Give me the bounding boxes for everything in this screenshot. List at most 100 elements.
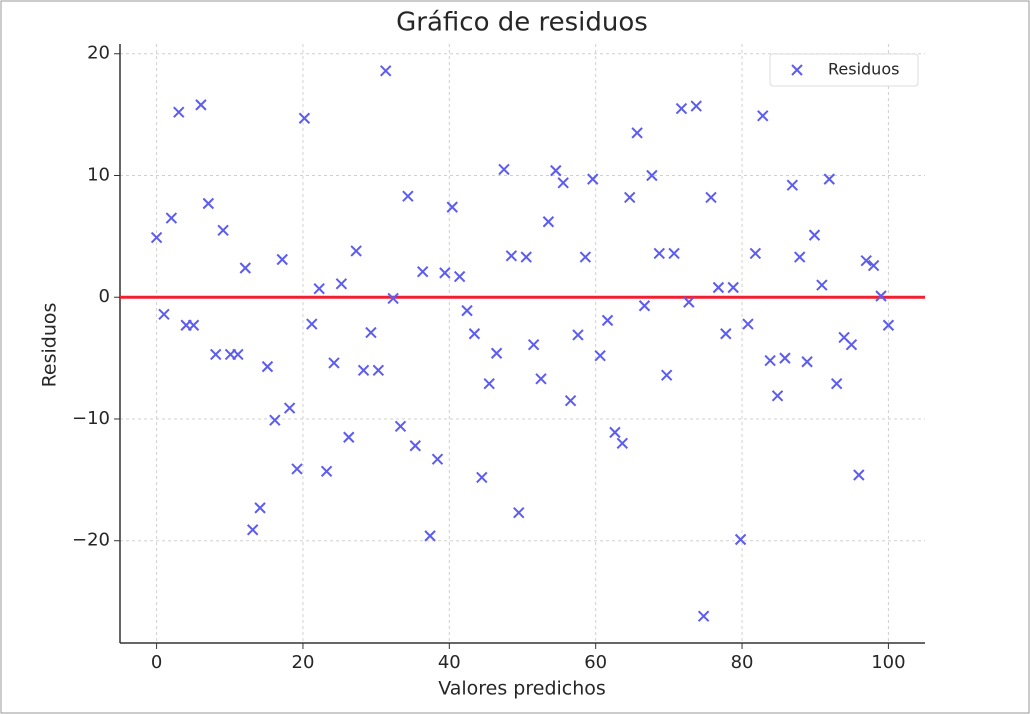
- point: [808, 229, 821, 241]
- x-tick-label: 60: [584, 652, 607, 673]
- legend-box: [769, 53, 919, 87]
- point: [734, 533, 747, 546]
- point: [187, 319, 200, 331]
- x-tick-label: 0: [151, 652, 162, 673]
- point: [498, 163, 510, 176]
- point: [845, 339, 858, 351]
- point: [239, 262, 251, 274]
- x-tick-label: 80: [731, 652, 754, 673]
- point: [764, 354, 776, 367]
- point: [705, 191, 717, 204]
- x-tick-label: 100: [871, 652, 905, 673]
- point: [409, 440, 421, 452]
- point: [483, 377, 495, 390]
- point: [794, 251, 806, 263]
- point: [468, 328, 481, 340]
- legend-label: Residuos: [828, 60, 899, 79]
- point: [660, 369, 673, 381]
- point: [557, 177, 569, 189]
- point: [261, 360, 274, 373]
- point: [254, 502, 266, 514]
- point: [550, 164, 562, 177]
- point: [624, 191, 636, 204]
- point: [631, 127, 643, 139]
- point: [505, 250, 518, 262]
- x-tick-label: 40: [438, 652, 461, 673]
- point: [291, 463, 303, 475]
- point: [335, 278, 348, 290]
- point: [860, 255, 872, 267]
- y-tick-label: 0: [99, 286, 110, 307]
- point: [283, 402, 296, 414]
- point: [210, 348, 222, 361]
- point: [668, 247, 680, 260]
- point: [875, 290, 887, 302]
- point: [269, 414, 281, 426]
- point: [416, 265, 429, 278]
- point: [313, 283, 325, 295]
- x-axis-label: Valores predichos: [438, 678, 606, 700]
- point: [246, 524, 259, 536]
- point: [320, 465, 333, 478]
- point: [786, 179, 799, 191]
- point: [779, 352, 791, 364]
- point: [867, 259, 880, 272]
- point: [276, 253, 288, 266]
- point: [150, 231, 163, 244]
- point: [594, 349, 606, 362]
- point: [801, 356, 813, 368]
- x-tick-label: 20: [292, 652, 315, 673]
- point: [461, 304, 473, 317]
- point: [675, 102, 688, 115]
- point: [202, 197, 215, 210]
- point: [742, 318, 754, 330]
- point: [830, 377, 843, 390]
- point: [646, 169, 658, 182]
- point: [690, 100, 702, 112]
- point: [306, 318, 318, 330]
- point: [616, 437, 629, 450]
- point: [638, 300, 651, 312]
- point: [816, 279, 828, 291]
- point: [476, 471, 488, 484]
- point: [343, 431, 355, 443]
- point: [727, 281, 739, 294]
- point: [579, 251, 592, 263]
- point: [298, 112, 311, 124]
- point: [165, 212, 178, 224]
- point: [757, 110, 769, 122]
- point: [697, 610, 710, 622]
- point: [424, 530, 436, 542]
- point: [217, 224, 229, 236]
- point: [601, 314, 614, 327]
- point: [564, 395, 577, 407]
- y-tick-label: −20: [72, 530, 110, 551]
- point: [513, 507, 525, 519]
- point: [572, 329, 584, 341]
- point: [232, 348, 244, 361]
- point: [653, 247, 665, 260]
- point: [173, 106, 185, 118]
- point: [520, 251, 532, 263]
- point: [882, 319, 895, 331]
- point: [380, 65, 392, 77]
- point: [720, 328, 732, 340]
- legend-marker: [791, 64, 803, 76]
- y-tick-label: −10: [72, 408, 110, 429]
- point: [394, 420, 407, 432]
- point: [195, 99, 207, 111]
- point: [439, 267, 451, 279]
- point: [609, 426, 621, 439]
- point: [712, 281, 725, 294]
- y-axis-label: Residuos: [39, 303, 61, 388]
- point: [490, 347, 503, 359]
- chart-title: Gráfico de residuos: [396, 8, 648, 38]
- point: [350, 245, 362, 257]
- point: [365, 326, 377, 339]
- point: [771, 390, 784, 402]
- point: [357, 364, 370, 376]
- point: [542, 216, 555, 228]
- y-tick-label: 10: [87, 164, 110, 185]
